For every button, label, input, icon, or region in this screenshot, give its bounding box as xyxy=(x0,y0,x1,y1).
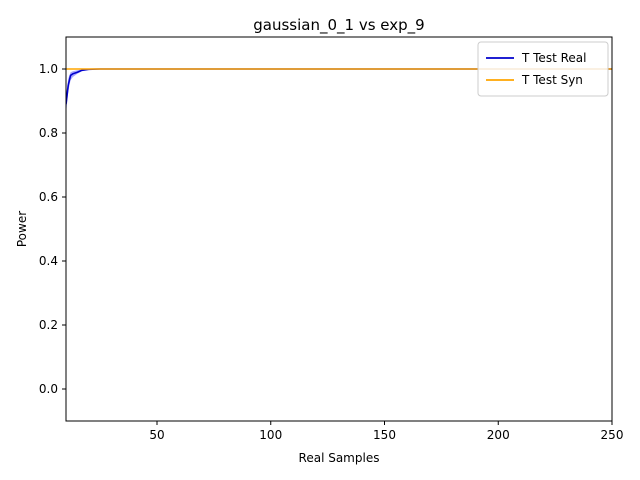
x-tick-label: 250 xyxy=(601,428,624,442)
plot-frame xyxy=(65,36,613,422)
y-axis: 0.0 0.2 0.4 0.6 0.8 1.0 xyxy=(39,62,66,396)
x-tick-label: 200 xyxy=(487,428,510,442)
legend-label-2: T Test Syn xyxy=(521,73,583,87)
y-tick-label: 0.8 xyxy=(39,126,58,140)
y-tick-label: 1.0 xyxy=(39,62,58,76)
y-axis-label: Power xyxy=(15,211,29,247)
x-tick-label: 150 xyxy=(373,428,396,442)
x-axis: 50 100 150 200 250 xyxy=(149,421,623,442)
legend-label-1: T Test Real xyxy=(521,51,586,65)
y-tick-label: 0.0 xyxy=(39,382,58,396)
x-tick-label: 100 xyxy=(259,428,282,442)
y-tick-label: 0.4 xyxy=(39,254,58,268)
x-tick-label: 50 xyxy=(149,428,164,442)
x-axis-label: Real Samples xyxy=(299,451,380,465)
legend: T Test Real T Test Syn xyxy=(477,41,609,97)
y-tick-label: 0.6 xyxy=(39,190,58,204)
chart-title: gaussian_0_1 vs exp_9 xyxy=(253,16,424,35)
legend-box xyxy=(477,41,609,97)
y-tick-label: 0.2 xyxy=(39,318,58,332)
